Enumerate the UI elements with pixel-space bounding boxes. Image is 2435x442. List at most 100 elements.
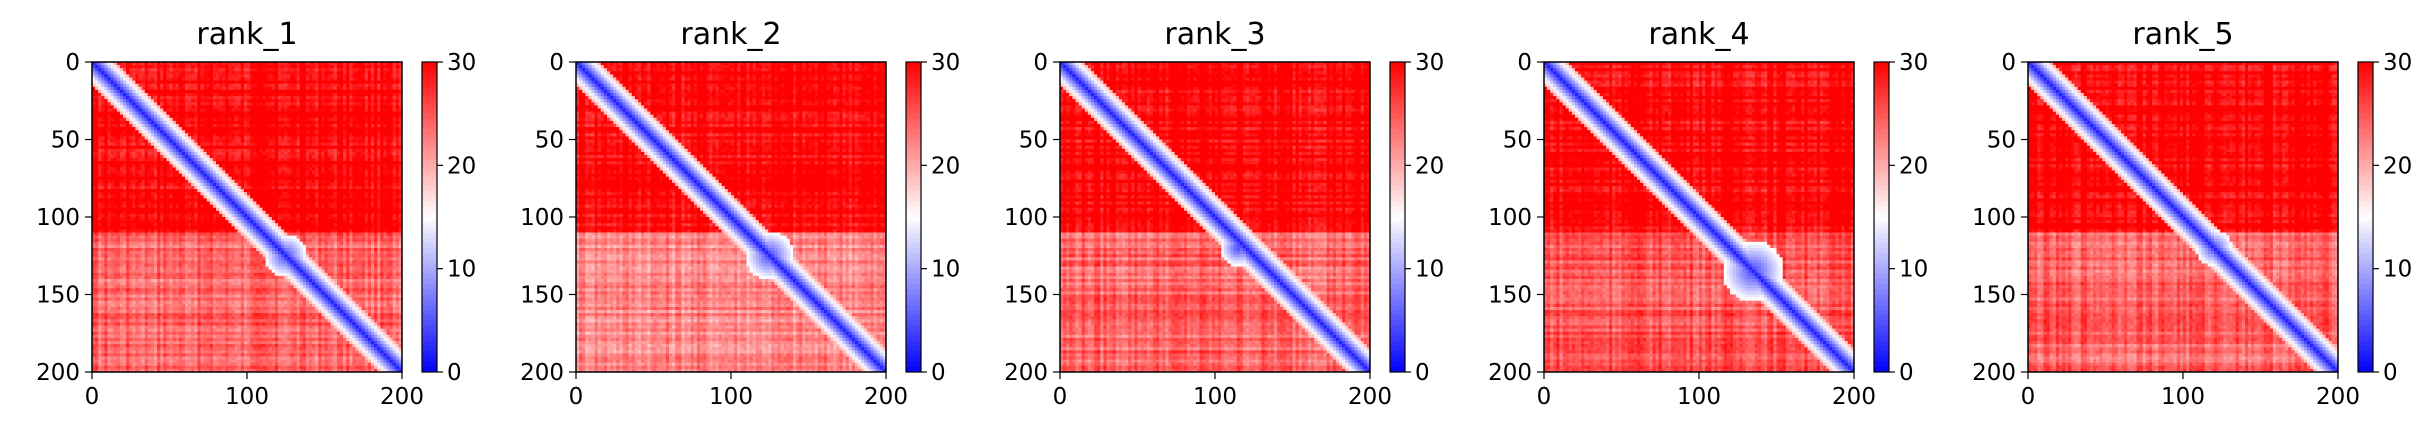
heatmap-cell bbox=[142, 164, 146, 168]
heatmap-cell bbox=[318, 112, 322, 116]
heatmap-cell bbox=[163, 84, 167, 88]
heatmap-cell bbox=[263, 105, 267, 109]
heatmap-cell bbox=[356, 90, 360, 94]
heatmap-cell bbox=[120, 161, 124, 165]
heatmap-cell bbox=[241, 68, 245, 72]
heatmap-cell bbox=[95, 118, 99, 122]
heatmap-cell bbox=[365, 133, 369, 137]
heatmap-cell bbox=[256, 71, 260, 75]
heatmap-cell bbox=[132, 74, 136, 78]
heatmap-cell bbox=[368, 149, 372, 153]
heatmap-cell bbox=[396, 152, 400, 156]
heatmap-cell bbox=[287, 140, 291, 144]
heatmap-cell bbox=[95, 161, 99, 165]
heatmap-cell bbox=[104, 74, 108, 78]
heatmap-cell bbox=[194, 146, 198, 150]
heatmap-cell bbox=[337, 74, 341, 78]
heatmap-cell bbox=[216, 118, 220, 122]
heatmap-cell bbox=[303, 109, 307, 113]
heatmap-cell bbox=[139, 121, 143, 125]
heatmap-cell bbox=[170, 71, 174, 75]
heatmap-cell bbox=[244, 115, 248, 119]
heatmap-cell bbox=[95, 65, 99, 69]
heatmap-cell bbox=[101, 130, 105, 134]
heatmap-cell bbox=[191, 81, 195, 85]
heatmap-cell bbox=[238, 155, 242, 159]
heatmap-cell bbox=[371, 74, 375, 78]
heatmap-cell bbox=[377, 112, 381, 116]
heatmap-cell bbox=[188, 90, 192, 94]
heatmap-cell bbox=[228, 87, 232, 91]
heatmap-cell bbox=[222, 105, 226, 109]
heatmap-panel-1: rank_10 100 200050100150200 0102030 bbox=[36, 17, 476, 410]
heatmap-cell bbox=[334, 136, 338, 140]
heatmap-cell bbox=[383, 115, 387, 119]
heatmap-cell bbox=[343, 152, 347, 156]
heatmap-cell bbox=[393, 99, 397, 103]
heatmap-cell bbox=[104, 164, 108, 168]
heatmap-cell bbox=[111, 124, 115, 128]
heatmap-cell bbox=[222, 149, 226, 153]
heatmap-cell bbox=[368, 93, 372, 97]
heatmap-cell bbox=[210, 155, 214, 159]
heatmap-cell bbox=[331, 115, 335, 119]
heatmap-cell bbox=[387, 74, 391, 78]
heatmap-cell bbox=[142, 146, 146, 150]
heatmap-cell bbox=[309, 130, 313, 134]
heatmap-cell bbox=[185, 118, 189, 122]
heatmap-cell bbox=[135, 158, 139, 162]
heatmap-cell bbox=[368, 99, 372, 103]
heatmap-cell bbox=[139, 74, 143, 78]
heatmap-cell bbox=[207, 143, 211, 147]
heatmap-cell bbox=[139, 71, 143, 75]
heatmap-cell bbox=[278, 127, 282, 131]
heatmap-cell bbox=[163, 115, 167, 119]
heatmap-cell bbox=[117, 99, 121, 103]
heatmap-cell bbox=[241, 121, 245, 125]
heatmap-cell bbox=[244, 152, 248, 156]
heatmap-cell bbox=[349, 71, 353, 75]
heatmap-cell bbox=[331, 121, 335, 125]
heatmap-cell bbox=[126, 102, 130, 106]
heatmap-cell bbox=[170, 93, 174, 97]
heatmap-cell bbox=[349, 112, 353, 116]
heatmap-cell bbox=[312, 105, 316, 109]
heatmap-cell bbox=[101, 71, 105, 75]
heatmap-cell bbox=[244, 130, 248, 134]
heatmap-cell bbox=[247, 109, 251, 113]
heatmap-cell bbox=[263, 127, 267, 131]
heatmap-cell bbox=[247, 121, 251, 125]
heatmap-cell bbox=[185, 140, 189, 144]
heatmap-cell bbox=[290, 118, 294, 122]
heatmap-cell bbox=[145, 118, 149, 122]
heatmap-cell bbox=[247, 93, 251, 97]
heatmap-cell bbox=[297, 93, 301, 97]
heatmap-cell bbox=[371, 115, 375, 119]
heatmap-cell bbox=[272, 155, 276, 159]
heatmap-cell bbox=[132, 93, 136, 97]
heatmap-cell bbox=[120, 133, 124, 137]
heatmap-cell bbox=[328, 74, 332, 78]
heatmap-cell bbox=[306, 133, 310, 137]
heatmap-cell bbox=[318, 93, 322, 97]
heatmap-cell bbox=[170, 84, 174, 88]
heatmap-cell bbox=[185, 74, 189, 78]
heatmap-cell bbox=[278, 102, 282, 106]
heatmap-cell bbox=[290, 74, 294, 78]
heatmap-cell bbox=[387, 143, 391, 147]
heatmap-cell bbox=[157, 118, 161, 122]
heatmap-cell bbox=[263, 133, 267, 137]
heatmap-cell bbox=[201, 74, 205, 78]
heatmap-cell bbox=[387, 71, 391, 75]
heatmap-cell bbox=[294, 149, 298, 153]
heatmap-cell bbox=[101, 112, 105, 116]
heatmap-cell bbox=[201, 84, 205, 88]
heatmap-cell bbox=[365, 130, 369, 134]
heatmap-cell bbox=[247, 71, 251, 75]
heatmap-cell bbox=[393, 81, 397, 85]
heatmap-cell bbox=[349, 84, 353, 88]
heatmap-cell bbox=[334, 115, 338, 119]
heatmap-cell bbox=[368, 118, 372, 122]
heatmap-cell bbox=[340, 109, 344, 113]
heatmap-cell bbox=[95, 78, 99, 82]
